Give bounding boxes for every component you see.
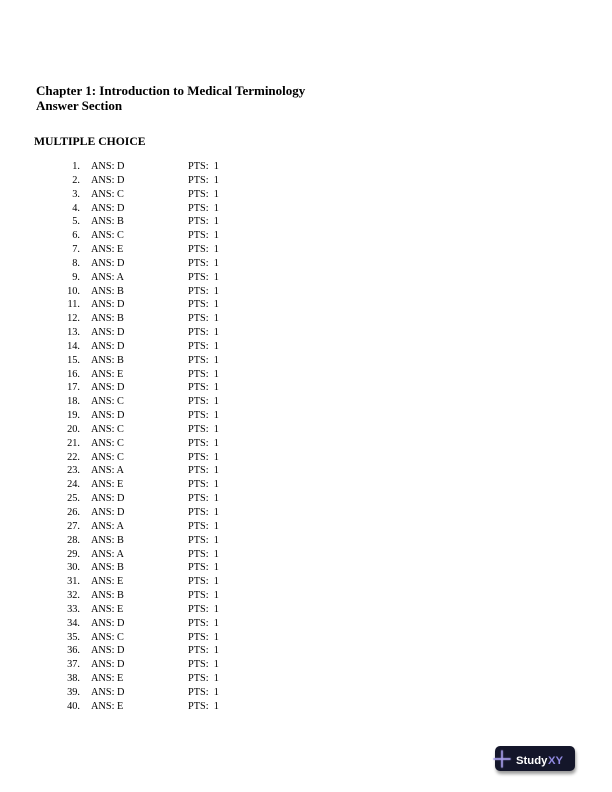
svg-text:XY: XY — [548, 755, 564, 767]
svg-text:Study: Study — [516, 755, 548, 767]
